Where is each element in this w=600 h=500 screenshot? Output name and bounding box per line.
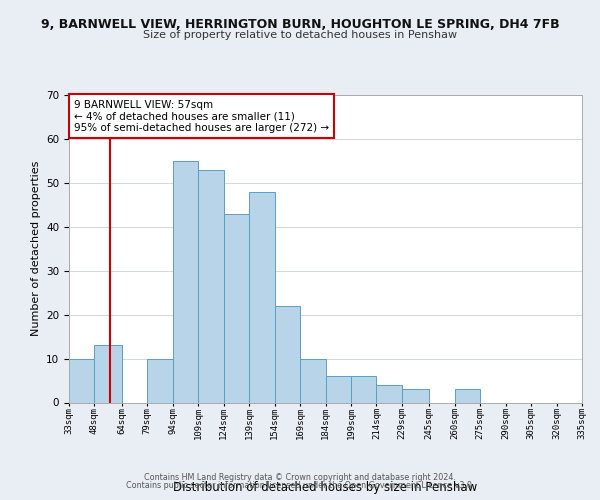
Bar <box>351 376 376 402</box>
Bar <box>376 385 402 402</box>
Bar <box>198 170 224 402</box>
Bar <box>173 161 198 402</box>
Bar <box>249 192 275 402</box>
Text: 9 BARNWELL VIEW: 57sqm
← 4% of detached houses are smaller (11)
95% of semi-deta: 9 BARNWELL VIEW: 57sqm ← 4% of detached … <box>74 100 329 133</box>
X-axis label: Distribution of detached houses by size in Penshaw: Distribution of detached houses by size … <box>173 480 478 494</box>
Text: Contains HM Land Registry data © Crown copyright and database right 2024.: Contains HM Land Registry data © Crown c… <box>144 472 456 482</box>
Text: Size of property relative to detached houses in Penshaw: Size of property relative to detached ho… <box>143 30 457 40</box>
Bar <box>69 358 94 403</box>
Bar <box>325 376 351 402</box>
Bar <box>402 390 429 402</box>
Bar <box>94 346 122 403</box>
Bar <box>275 306 300 402</box>
Bar <box>300 358 325 403</box>
Bar <box>224 214 249 402</box>
Bar <box>147 358 173 403</box>
Text: 9, BARNWELL VIEW, HERRINGTON BURN, HOUGHTON LE SPRING, DH4 7FB: 9, BARNWELL VIEW, HERRINGTON BURN, HOUGH… <box>41 18 559 30</box>
Text: Contains public sector information licensed under the Open Government Licence v3: Contains public sector information licen… <box>126 481 474 490</box>
Bar <box>455 390 480 402</box>
Y-axis label: Number of detached properties: Number of detached properties <box>31 161 41 336</box>
